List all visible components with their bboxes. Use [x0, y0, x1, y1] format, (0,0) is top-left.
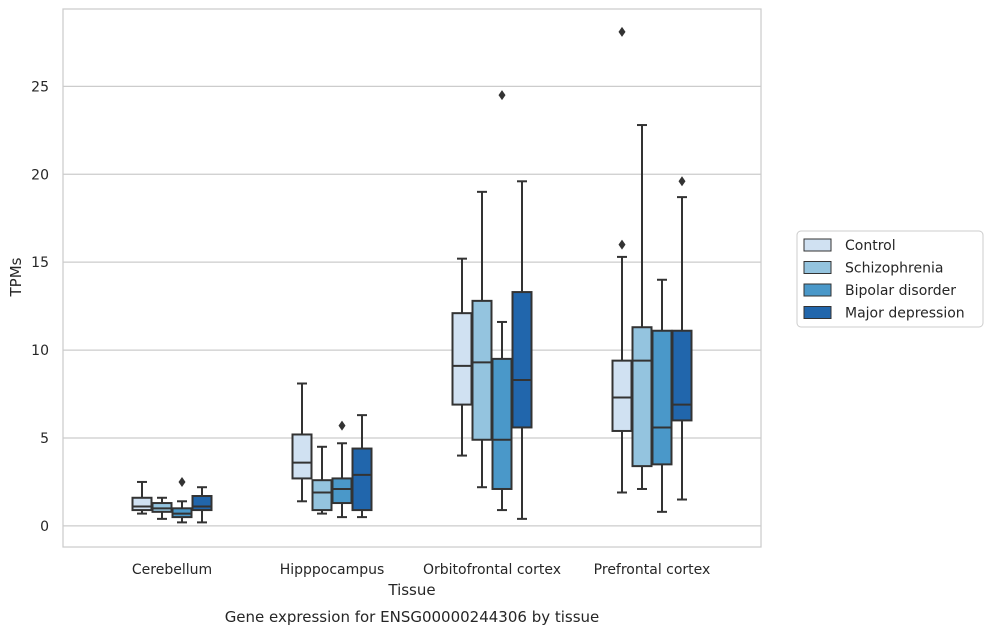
legend-frame: [796, 230, 984, 328]
x-tick-label: Cerebellum: [132, 562, 212, 578]
box-plot: [451, 257, 473, 457]
y-tick-labels: 0 5 10 15 20 25: [31, 79, 49, 535]
outlier-point: [178, 476, 186, 487]
outlier-point: [618, 26, 626, 37]
y-tick-label: 0: [40, 519, 49, 535]
plot-area: [62, 8, 762, 548]
outlier-point: [678, 176, 686, 187]
box-plot: [471, 190, 493, 489]
box: [471, 299, 493, 441]
legend-label: Schizophrenia: [845, 261, 943, 277]
box: [611, 359, 633, 432]
legend-swatch: [803, 283, 832, 297]
box-plot: [191, 486, 213, 524]
x-axis-label: Tissue: [387, 581, 435, 599]
box: [191, 495, 213, 512]
box: [311, 479, 333, 512]
legend-swatch: [803, 238, 832, 252]
legend-items: Control Schizophrenia Bipolar disorder Majo…: [803, 238, 965, 322]
plot-background: [63, 9, 761, 547]
y-tick-label: 5: [40, 431, 49, 447]
box: [291, 433, 313, 480]
box-plot: [291, 382, 313, 503]
box-plot: [171, 476, 193, 524]
x-tick-label: Hipppocampus: [280, 562, 385, 578]
x-tick-label: Orbitofrontal cortex: [423, 562, 561, 578]
x-tick-label: Prefrontal cortex: [594, 562, 711, 578]
legend-label: Bipolar disorder: [845, 283, 956, 299]
plot-frame: [62, 8, 762, 548]
box-plot: [611, 26, 633, 494]
legend-label: Control: [845, 238, 896, 254]
outlier-point: [618, 239, 626, 250]
box: [131, 496, 153, 512]
box: [451, 312, 473, 406]
legend-swatch: [803, 306, 832, 319]
y-tick-label: 15: [31, 255, 49, 271]
box-plot: [331, 420, 353, 519]
box: [331, 477, 353, 505]
y-tick-label: 25: [31, 79, 49, 95]
x-tick-labels: Cerebellum Hipppocampus Orbitofrontal cort…: [132, 562, 710, 578]
y-tick-label: 10: [31, 343, 49, 359]
box: [671, 329, 693, 422]
chart-caption: Gene expression for ENSG00000244306 by t…: [225, 608, 600, 626]
box-plot: [651, 278, 673, 513]
box: [651, 329, 673, 466]
box-plot: [151, 496, 173, 520]
outlier-point: [498, 90, 506, 101]
box-plot: [511, 180, 533, 520]
box-series: [131, 26, 693, 524]
y-tick-label: 20: [31, 167, 49, 183]
legend-label: Major depression: [845, 306, 965, 322]
box: [511, 291, 533, 429]
outlier-point: [338, 420, 346, 431]
legend-swatch: [803, 261, 832, 274]
box-plot: [351, 414, 373, 519]
grid-lines: [63, 85, 761, 527]
box: [631, 326, 653, 468]
y-axis-label: TPMs: [7, 257, 25, 297]
box: [351, 447, 373, 512]
box-plot: [131, 480, 153, 515]
box-plot: [671, 176, 693, 501]
legend: Control Schizophrenia Bipolar disorder Majo…: [796, 230, 984, 328]
box: [491, 357, 513, 490]
